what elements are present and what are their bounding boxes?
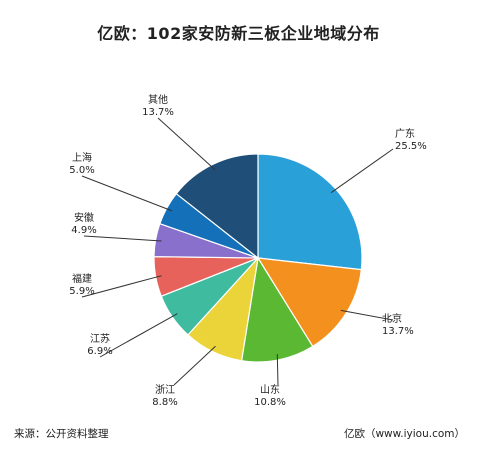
chart-title: 亿欧：102家安防新三板企业地域分布 [97, 24, 380, 43]
leader-line-上海 [81, 175, 173, 212]
source-note: 来源：公开资料整理 [14, 428, 109, 440]
leader-line-广东 [330, 148, 394, 194]
slice-percent-label: 4.9% [71, 225, 96, 236]
slice-percent-label: 13.7% [142, 107, 174, 118]
slice-name-label: 北京 [382, 312, 402, 325]
slice-name-label: 福建 [72, 272, 92, 285]
leader-line-浙江 [173, 345, 216, 386]
slice-percent-label: 5.9% [69, 286, 94, 297]
credit-note: 亿欧（www.iyiou.com） [343, 428, 465, 440]
leader-line-江苏 [99, 313, 178, 358]
slice-name-label: 安徽 [74, 211, 94, 224]
slice-percent-label: 5.0% [69, 165, 94, 176]
slice-name-label: 江苏 [90, 332, 110, 345]
slice-name-label: 上海 [72, 151, 92, 164]
slice-name-label: 广东 [395, 127, 415, 140]
leader-line-安徽 [83, 235, 162, 242]
leader-line-其他 [157, 117, 216, 171]
slice-percent-label: 13.7% [382, 326, 414, 337]
slice-percent-label: 10.8% [254, 397, 286, 408]
slice-name-label: 其他 [148, 93, 168, 106]
pie-slice-山东 [240, 256, 314, 363]
pie-slice-其他 [175, 153, 259, 260]
leader-line-北京 [340, 309, 394, 321]
leader-line-山东 [276, 354, 279, 386]
slice-name-label: 山东 [260, 383, 280, 396]
slice-percent-label: 8.8% [152, 397, 177, 408]
slice-percent-label: 6.9% [87, 346, 112, 357]
pie-slice-广东 [257, 153, 363, 271]
slice-percent-label: 25.5% [395, 141, 427, 152]
pie-slice-北京 [256, 257, 363, 348]
slice-name-label: 浙江 [155, 384, 175, 396]
leader-line-福建 [81, 275, 162, 298]
